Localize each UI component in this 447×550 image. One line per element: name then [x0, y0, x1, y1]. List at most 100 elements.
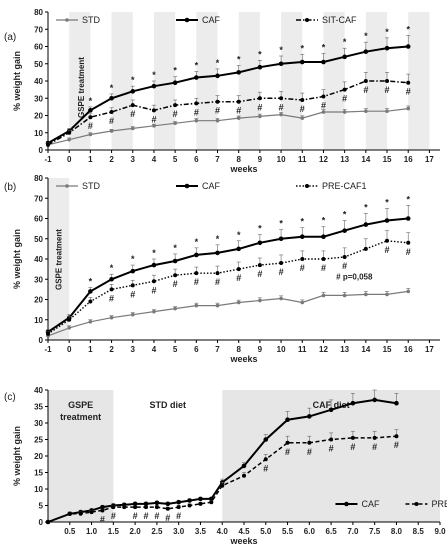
legend-marker [344, 501, 349, 507]
data-point [384, 218, 390, 223]
hash-marker: # [194, 277, 199, 287]
legend-label: CAF [202, 181, 221, 191]
x-tick-label: 2.5 [151, 527, 163, 536]
data-point [88, 132, 93, 137]
x-tick-label: 16 [404, 345, 413, 354]
data-point [198, 496, 203, 502]
x-axis-label: weeks [229, 536, 257, 546]
star-marker: * [258, 49, 262, 59]
star-marker: * [89, 276, 93, 286]
data-point [236, 116, 241, 120]
x-tick-label: 8 [236, 345, 241, 354]
data-point [236, 267, 241, 272]
data-point [173, 273, 178, 278]
data-point [300, 257, 305, 261]
data-point [257, 263, 262, 268]
x-axis-label: weeks [229, 354, 257, 364]
x-tick-label: 11 [298, 345, 307, 354]
data-point [242, 473, 246, 478]
data-point [321, 257, 326, 261]
data-point [194, 75, 199, 80]
x-tick-label: 4 [152, 345, 157, 354]
star-marker: * [406, 194, 410, 204]
x-tick-label: 0.5 [64, 527, 76, 536]
star-marker: * [385, 197, 389, 207]
y-tick-label: 20 [34, 452, 43, 461]
star-marker: * [131, 254, 135, 264]
y-tick-label: 40 [34, 386, 43, 395]
x-tick-label: 10 [277, 155, 286, 164]
y-tick-label: 70 [34, 194, 43, 203]
data-point [109, 95, 114, 101]
data-point [350, 400, 356, 406]
data-point [132, 501, 138, 507]
x-tick-label: 2 [109, 155, 114, 164]
y-tick-label: 30 [34, 94, 43, 103]
data-point [88, 299, 93, 304]
data-point [342, 293, 347, 298]
data-point [78, 511, 83, 516]
hash-marker: # [133, 511, 138, 521]
data-point [299, 234, 305, 240]
data-point [215, 99, 220, 104]
hash-marker: # [109, 116, 114, 126]
x-tick-label: 16 [404, 155, 413, 164]
x-tick-label: 14 [361, 345, 370, 354]
data-point [342, 254, 347, 259]
data-point [385, 238, 390, 243]
hash-marker: # [215, 277, 220, 287]
y-tick-label: 60 [34, 43, 43, 52]
x-tick-label: 9.0 [434, 527, 446, 536]
x-tick-label: 7.0 [347, 527, 359, 536]
star-marker: * [385, 27, 389, 37]
x-tick-label: 5.0 [260, 527, 272, 536]
shade-band [153, 12, 176, 150]
data-point [88, 289, 93, 294]
x-tick-label: 7.5 [369, 527, 381, 536]
data-point [67, 317, 72, 322]
data-point [109, 287, 114, 292]
series-line [47, 240, 409, 335]
data-point [215, 73, 220, 79]
legend: STD CAF PRE-CAF1 [56, 181, 367, 191]
x-tick-label: 14 [361, 155, 370, 164]
star-marker: * [152, 70, 156, 80]
x-tick-label: 11 [298, 155, 307, 164]
data-point [394, 400, 399, 406]
legend-marker [305, 18, 309, 22]
shade-band [238, 12, 260, 150]
shade-band [408, 12, 430, 150]
shade-band [111, 12, 133, 150]
data-point [328, 407, 334, 413]
data-point [372, 397, 377, 403]
series-sit-caf [46, 72, 411, 147]
series-std [46, 105, 411, 147]
x-tick-label: 10 [277, 345, 286, 354]
y-axis-label: % weight gain [12, 51, 22, 111]
panel-label: (a) [4, 32, 16, 43]
x-tick-label: 2 [109, 345, 114, 354]
hash-marker: # [394, 440, 399, 450]
data-point [151, 262, 157, 268]
x-tick-label: 15 [383, 345, 392, 354]
hash-marker: # [257, 269, 262, 279]
hash-marker: # [363, 85, 368, 95]
data-point [300, 97, 305, 102]
x-tick-label: 4.0 [217, 527, 229, 536]
x-tick-label: 6.5 [326, 527, 338, 536]
hash-marker: # [173, 109, 178, 119]
data-point [257, 240, 263, 246]
data-point [88, 115, 93, 120]
star-marker: * [216, 58, 220, 68]
hash-marker: # [406, 247, 411, 257]
panel-label: (b) [4, 182, 16, 193]
data-point [299, 59, 305, 65]
data-point [151, 108, 156, 113]
data-point [285, 440, 290, 445]
data-point [109, 276, 114, 282]
data-point [209, 496, 214, 502]
data-point [130, 126, 135, 131]
hash-marker: # [385, 245, 390, 255]
hash-marker: # [300, 263, 305, 273]
hash-marker: # [194, 107, 199, 117]
